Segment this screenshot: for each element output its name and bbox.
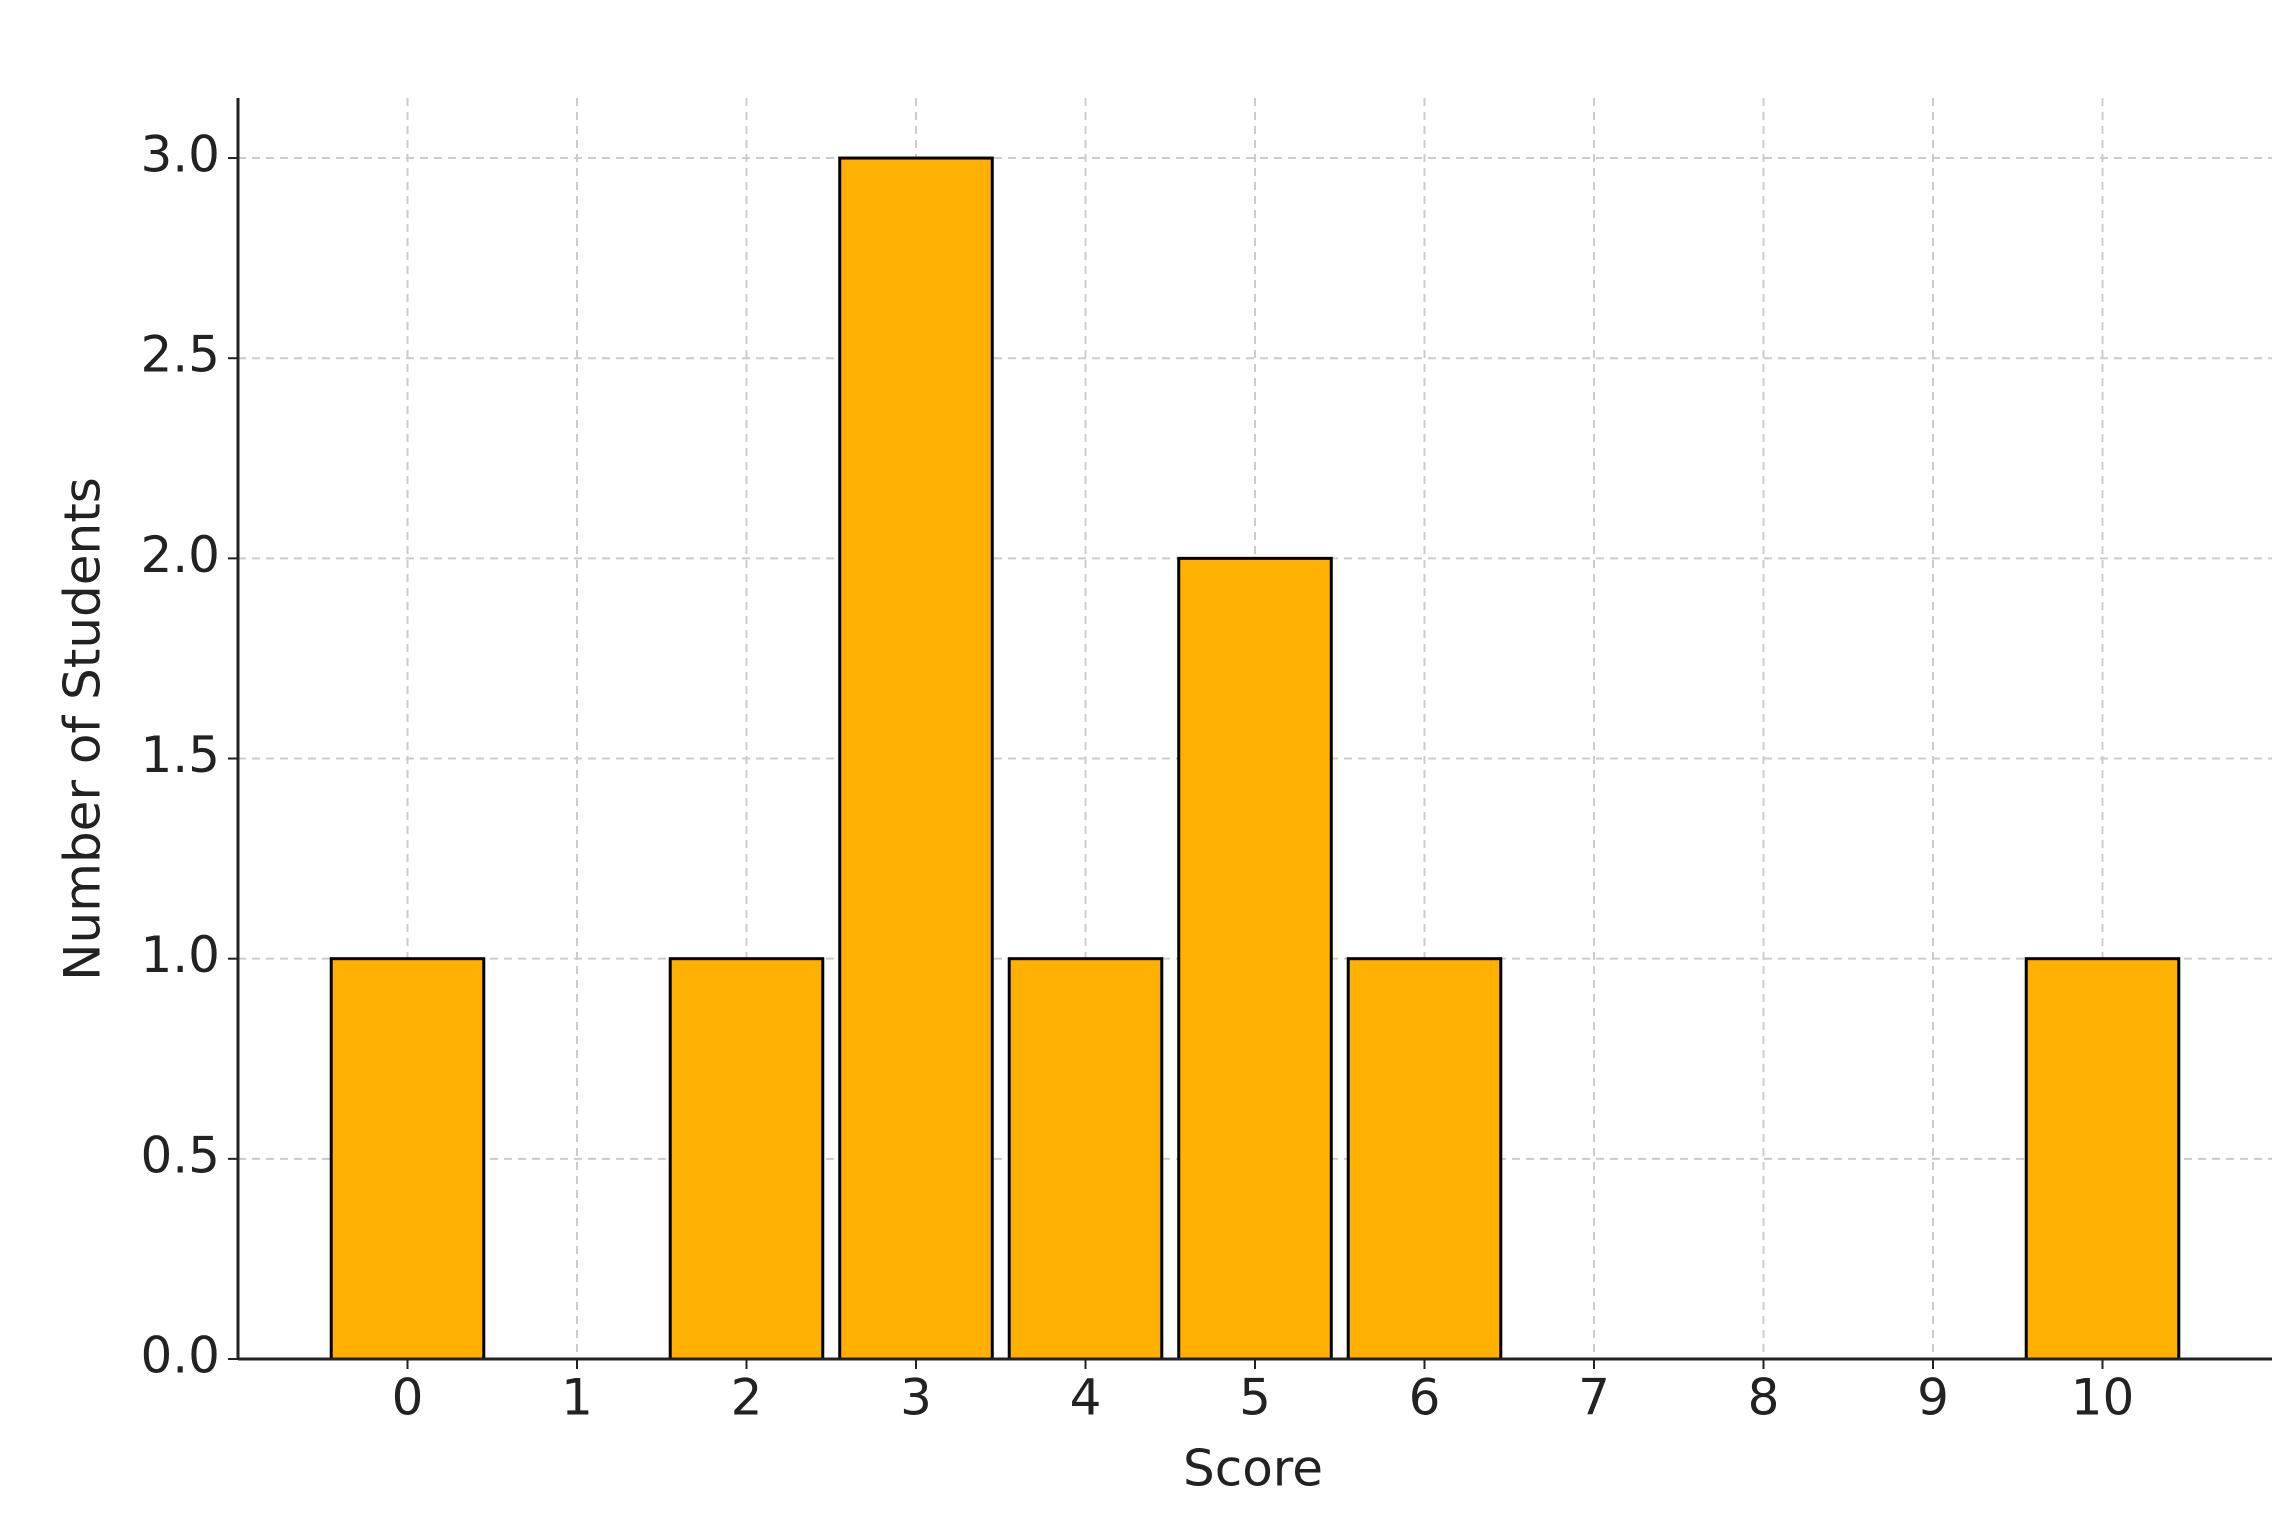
bar <box>2024 957 2181 1361</box>
y-tick-label: 1.5 <box>140 726 220 784</box>
x-tick-label: 2 <box>731 1369 763 1427</box>
bar <box>1007 957 1164 1361</box>
y-axis-label: Number of Students <box>54 477 112 981</box>
x-tick-label: 7 <box>1578 1369 1610 1427</box>
x-tick-label: 9 <box>1917 1369 1949 1427</box>
y-tick-label: 2.0 <box>140 526 220 584</box>
y-tick-label: 0.5 <box>140 1126 220 1184</box>
bar <box>329 957 486 1361</box>
x-tick-label: 5 <box>1239 1369 1271 1427</box>
x-tick-label: 6 <box>1409 1369 1441 1427</box>
y-tick-label: 1.0 <box>140 926 220 984</box>
x-axis-label: Score <box>1183 1440 1323 1498</box>
bar <box>668 957 825 1361</box>
x-tick-label: 8 <box>1748 1369 1780 1427</box>
y-tick-label: 2.5 <box>140 326 220 384</box>
bar <box>1177 556 1333 1361</box>
bar <box>1346 957 1503 1361</box>
bar <box>838 156 994 1361</box>
y-tick-label: 3.0 <box>140 126 220 184</box>
x-tick-label: 3 <box>900 1369 932 1427</box>
x-tick-label: 10 <box>2071 1369 2135 1427</box>
x-tick-label: 1 <box>561 1369 593 1427</box>
x-tick-label: 0 <box>392 1369 424 1427</box>
y-tick-label: 0.0 <box>140 1327 220 1385</box>
x-tick-label: 4 <box>1070 1369 1102 1427</box>
